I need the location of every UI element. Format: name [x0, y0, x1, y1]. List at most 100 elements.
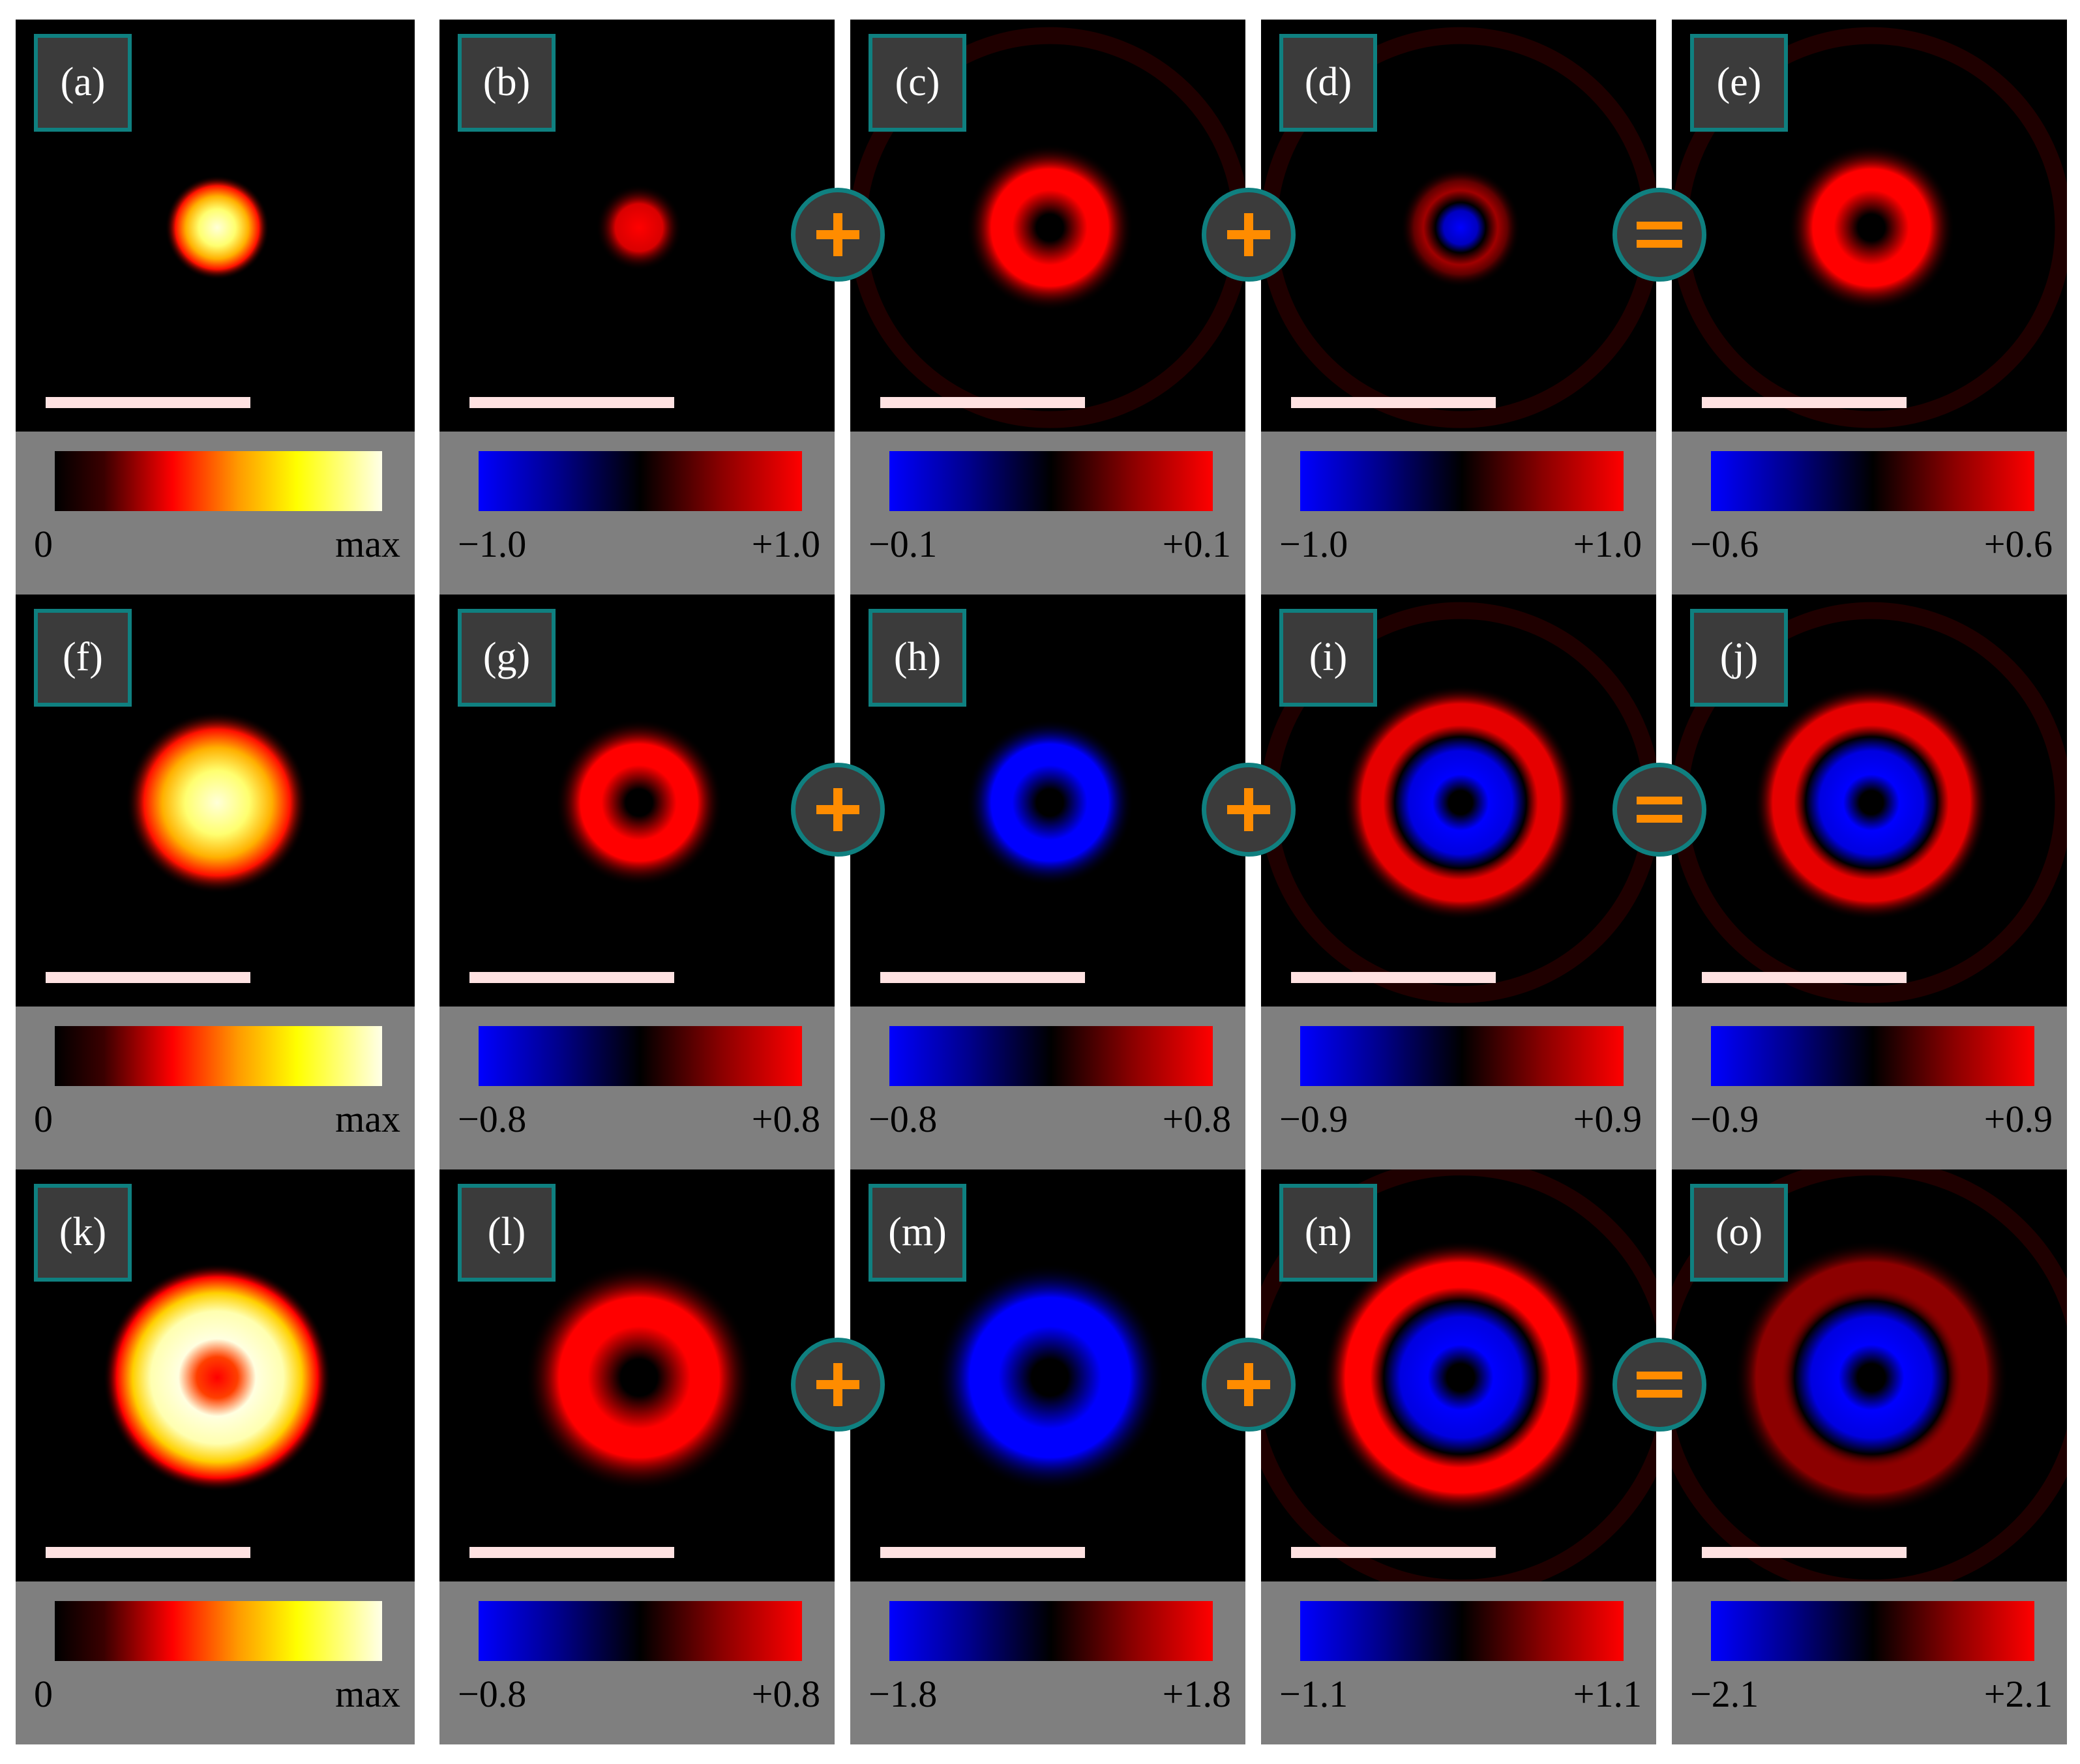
- colorbar-area: −0.8 +0.8: [439, 1581, 835, 1744]
- panel-label: (a): [34, 34, 132, 132]
- field-plot: [165, 175, 270, 280]
- colorbar-max-label: +0.1: [1162, 523, 1231, 565]
- colorbar-min-label: −0.9: [1279, 1098, 1348, 1140]
- panel-separator: [837, 595, 841, 1169]
- plus-operator-icon: [791, 763, 885, 857]
- panel-separator: [1248, 20, 1252, 595]
- field-double-ring: [1343, 685, 1579, 920]
- scale-bar: [1291, 972, 1496, 983]
- panel-f: (f) 0 max: [16, 595, 415, 1169]
- diverging-colorbar: [1300, 1601, 1624, 1661]
- panel-separator: [1659, 1169, 1663, 1744]
- colorbar-area: 0 max: [16, 1581, 415, 1744]
- scale-bar: [46, 972, 250, 983]
- intensity-spot: [165, 175, 270, 280]
- panel-separator: [837, 20, 841, 595]
- scale-bar: [880, 397, 1085, 408]
- intensity-colorbar: [55, 451, 382, 511]
- panel-label: (n): [1279, 1184, 1377, 1282]
- equals-operator-icon: [1612, 188, 1706, 282]
- panel-separator: [837, 1169, 841, 1744]
- plus-operator-icon: [791, 188, 885, 282]
- field-image: (o): [1672, 1169, 2067, 1581]
- field-image: (k): [16, 1169, 415, 1581]
- field-plot: [936, 1263, 1165, 1492]
- colorbar-min-label: −1.8: [869, 1673, 938, 1715]
- field-double-ring: [1754, 685, 1989, 920]
- panel-label: (e): [1690, 34, 1788, 132]
- panel-m: (m) −1.8 +1.8: [850, 1169, 1245, 1744]
- colorbar-max-label: +0.8: [751, 1098, 820, 1140]
- panel-label: (h): [869, 609, 966, 707]
- panel-label: (i): [1279, 609, 1377, 707]
- field-ring: [966, 719, 1134, 887]
- diverging-colorbar: [479, 451, 802, 511]
- field-ring: [1788, 144, 1955, 312]
- panel-label: (k): [34, 1184, 132, 1282]
- field-double-ring: [1734, 1241, 2009, 1515]
- colorbar-area: −0.1 +0.1: [850, 432, 1245, 595]
- panel-j: (j) −0.9 +0.9: [1672, 595, 2067, 1169]
- panel-separator: [1659, 20, 1663, 595]
- colorbar-area: −1.1 +1.1: [1261, 1581, 1656, 1744]
- field-plot: [556, 719, 723, 887]
- colorbar-min-label: 0: [34, 1098, 53, 1140]
- panel-n: (n) −1.1 +1.1: [1261, 1169, 1656, 1744]
- diverging-colorbar: [889, 1026, 1213, 1086]
- field-image: (h): [850, 595, 1245, 1007]
- field-core-ring: [1401, 168, 1521, 288]
- panel-label: (c): [869, 34, 966, 132]
- colorbar-max-label: +1.0: [751, 523, 820, 565]
- field-plot: [126, 711, 309, 894]
- colorbar-area: −1.0 +1.0: [439, 432, 835, 595]
- intensity-ring: [103, 1263, 332, 1492]
- intensity-colorbar: [55, 1026, 382, 1086]
- colorbar-max-label: +0.9: [1983, 1098, 2053, 1140]
- field-ring: [936, 1263, 1165, 1492]
- colorbar-max-label: max: [335, 523, 400, 565]
- colorbar-min-label: −1.0: [1279, 523, 1348, 565]
- field-image: (b): [439, 20, 835, 432]
- colorbar-max-label: +1.1: [1573, 1673, 1642, 1715]
- scale-bar: [1702, 972, 1907, 983]
- colorbar-area: −0.8 +0.8: [850, 1007, 1245, 1169]
- colorbar-area: −0.9 +0.9: [1261, 1007, 1656, 1169]
- colorbar-area: −1.0 +1.0: [1261, 432, 1656, 595]
- colorbar-max-label: +2.1: [1983, 1673, 2053, 1715]
- field-plot: [1261, 1169, 1656, 1581]
- field-plot: [596, 184, 683, 271]
- colorbar-area: −2.1 +2.1: [1672, 1581, 2067, 1744]
- field-plot: [525, 1263, 754, 1492]
- panel-k: (k) 0 max: [16, 1169, 415, 1744]
- field-image: (n): [1261, 1169, 1656, 1581]
- scale-bar: [1702, 1547, 1907, 1558]
- colorbar-min-label: 0: [34, 1673, 53, 1715]
- field-ring: [966, 144, 1134, 312]
- colorbar-min-label: −0.8: [869, 1098, 938, 1140]
- colorbar-area: −1.8 +1.8: [850, 1581, 1245, 1744]
- scale-bar: [46, 397, 250, 408]
- colorbar-area: −0.6 +0.6: [1672, 432, 2067, 595]
- colorbar-min-label: −2.1: [1690, 1673, 1759, 1715]
- field-plot: [1672, 1169, 2067, 1581]
- scale-bar: [880, 972, 1085, 983]
- colorbar-min-label: −1.1: [1279, 1673, 1348, 1715]
- plus-operator-icon: [791, 1338, 885, 1432]
- field-image: (c): [850, 20, 1245, 432]
- panel-c: (c) −0.1 +0.1: [850, 20, 1245, 595]
- colorbar-min-label: −0.8: [458, 1098, 527, 1140]
- panel-label: (f): [34, 609, 132, 707]
- diverging-colorbar: [889, 1601, 1213, 1661]
- diverging-colorbar: [479, 1026, 802, 1086]
- field-plot: [103, 1263, 332, 1492]
- diverging-colorbar: [1300, 1026, 1624, 1086]
- colorbar-area: −0.9 +0.9: [1672, 1007, 2067, 1169]
- field-image: (d): [1261, 20, 1656, 432]
- field-image: (m): [850, 1169, 1245, 1581]
- colorbar-min-label: 0: [34, 523, 53, 565]
- colorbar-min-label: −0.8: [458, 1673, 527, 1715]
- field-image: (i): [1261, 595, 1656, 1007]
- colorbar-max-label: +1.8: [1162, 1673, 1231, 1715]
- diverging-colorbar: [1711, 1026, 2034, 1086]
